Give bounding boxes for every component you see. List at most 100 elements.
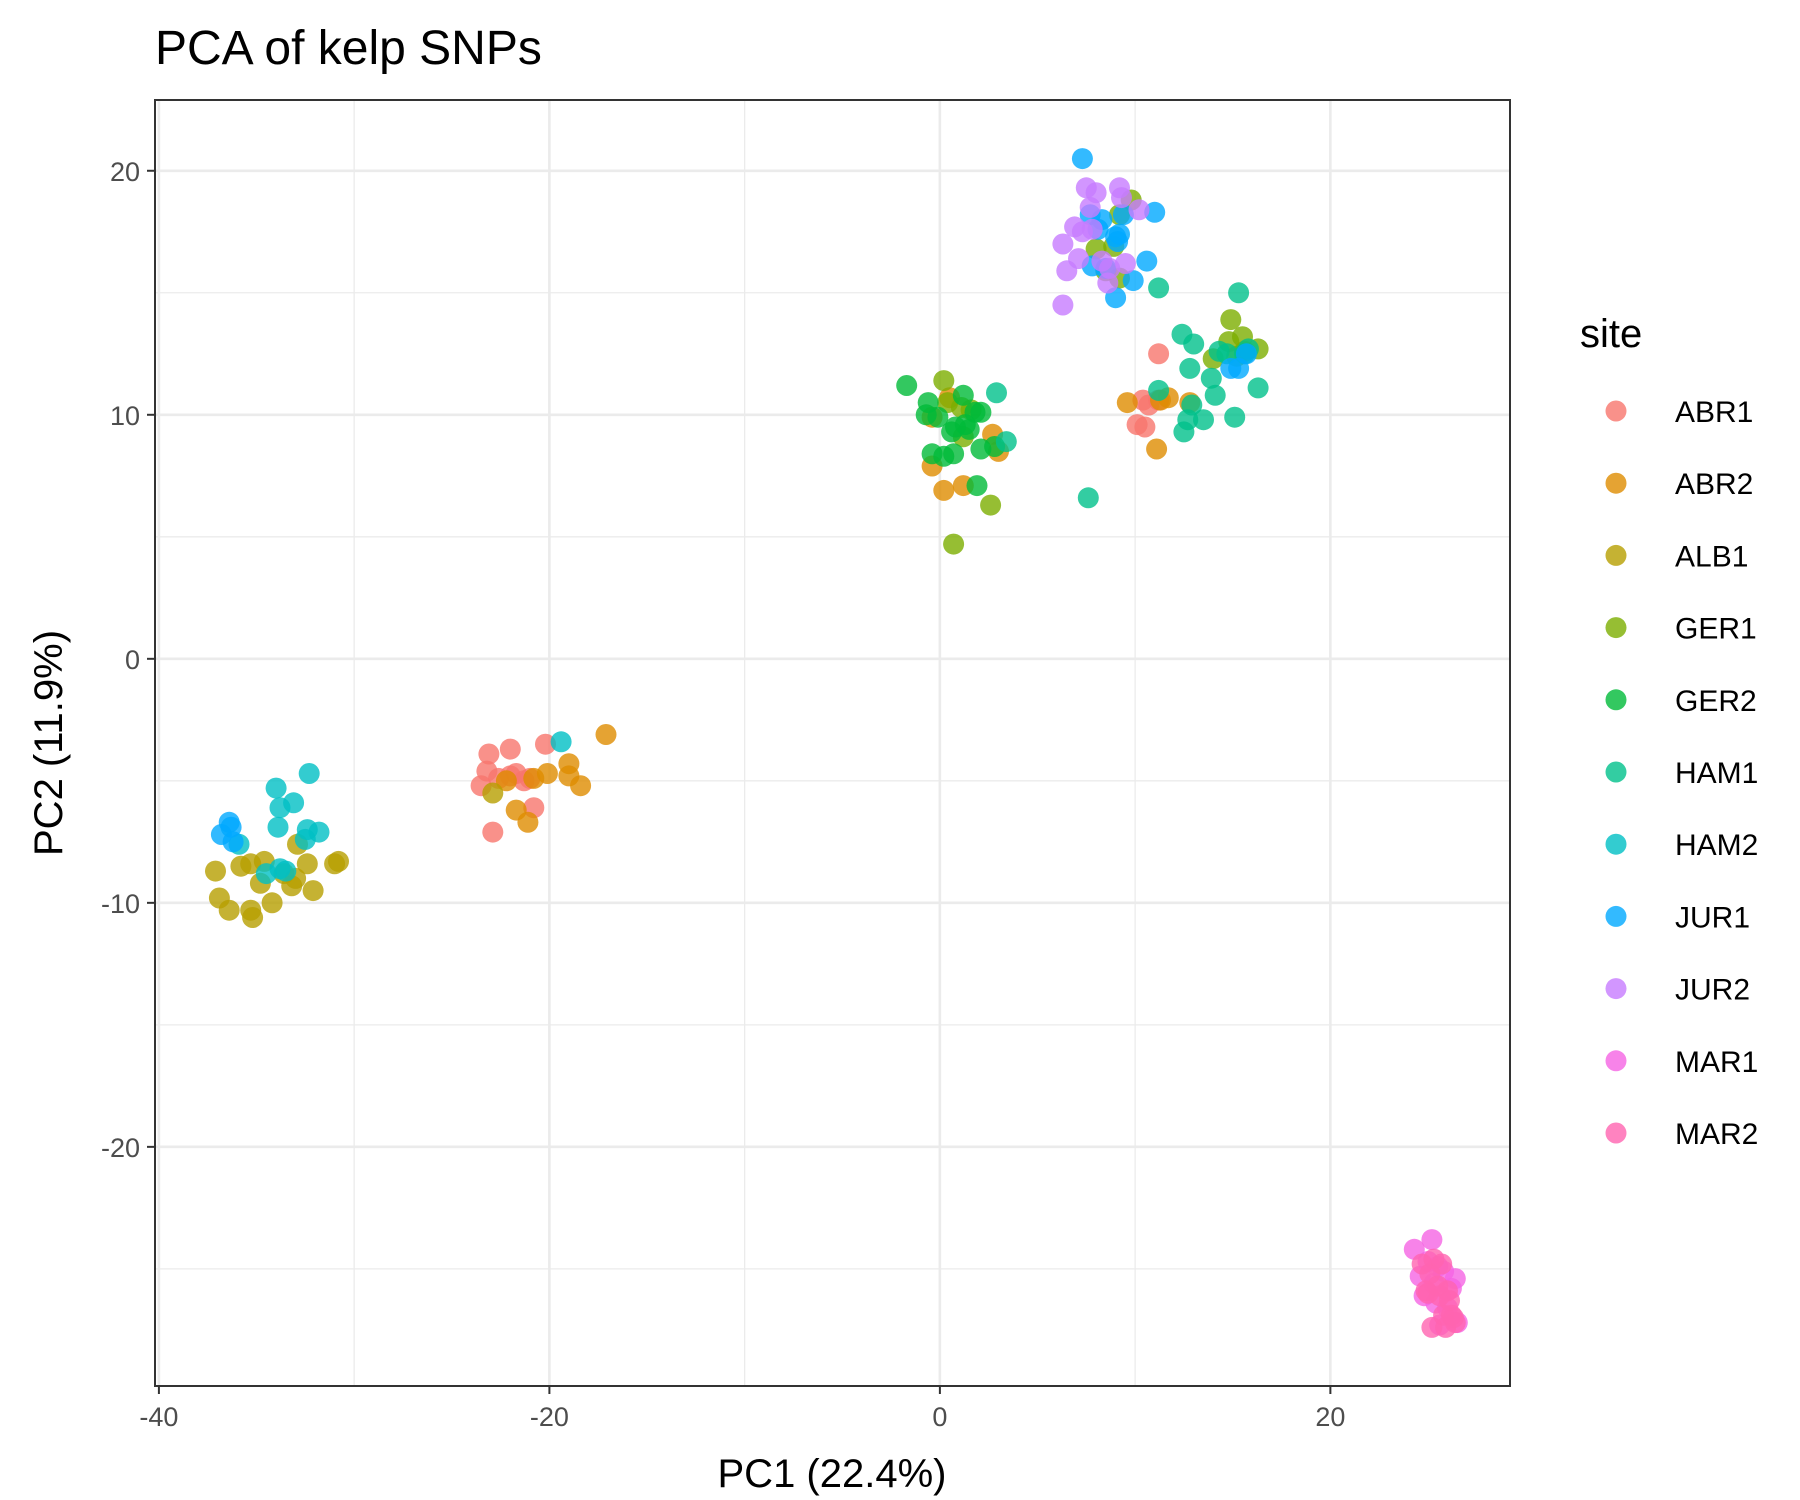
data-point <box>210 824 232 845</box>
legend-item-ALB1: ALB1 <box>1605 540 1748 573</box>
data-point <box>1183 333 1205 355</box>
data-point <box>986 382 1007 404</box>
data-point <box>205 860 226 882</box>
x-tick-label: -40 <box>139 1402 178 1432</box>
data-point <box>1144 201 1166 223</box>
y-tick-label: 10 <box>110 401 140 431</box>
x-tick-label: 20 <box>1315 1402 1345 1432</box>
data-point <box>296 853 318 875</box>
data-point <box>1052 233 1074 255</box>
data-point <box>261 892 283 914</box>
data-point <box>1220 309 1242 331</box>
legend-label: MAR2 <box>1675 1118 1758 1151</box>
legend-label: JUR1 <box>1675 901 1750 934</box>
y-tick-label: -10 <box>101 889 140 919</box>
data-point <box>1247 377 1269 399</box>
data-point <box>242 907 264 928</box>
data-point <box>1148 379 1170 401</box>
series-JUR1 <box>210 148 1257 853</box>
legend-key <box>1605 400 1627 422</box>
legend-label: JUR2 <box>1675 974 1750 1007</box>
legend-item-JUR1: JUR1 <box>1605 901 1750 934</box>
data-point <box>1085 182 1107 204</box>
x-axis-title: PC1 (22.4%) <box>718 1452 947 1496</box>
data-point <box>1052 294 1074 316</box>
legend-item-JUR2: JUR2 <box>1605 974 1750 1007</box>
data-point <box>1235 343 1257 365</box>
data-point <box>570 775 592 797</box>
legend-key <box>1605 978 1627 1000</box>
data-point <box>495 770 517 792</box>
legend-label: ABR2 <box>1675 468 1753 501</box>
data-point <box>1181 394 1203 416</box>
data-point <box>1128 199 1150 221</box>
data-point <box>1228 282 1250 304</box>
data-point <box>952 384 974 406</box>
data-point <box>1444 1312 1466 1334</box>
legend-label: MAR1 <box>1675 1046 1758 1079</box>
data-point <box>933 370 955 392</box>
legend-label: ALB1 <box>1675 540 1748 573</box>
data-point <box>1204 384 1226 406</box>
major-gridlines <box>155 100 1510 1386</box>
data-point <box>1200 367 1222 389</box>
data-points <box>205 148 1468 1338</box>
data-point <box>943 443 965 465</box>
data-point <box>1111 187 1132 209</box>
data-point <box>933 479 955 501</box>
legend-item-HAM1: HAM1 <box>1605 757 1758 790</box>
data-point <box>1421 1229 1443 1251</box>
data-point <box>328 850 349 872</box>
data-point <box>240 853 262 875</box>
legend-key <box>1605 1050 1627 1072</box>
legend-item-GER1: GER1 <box>1605 613 1757 646</box>
legend-key <box>1605 833 1627 855</box>
data-point <box>927 406 949 428</box>
data-point <box>1071 148 1093 170</box>
data-point <box>218 899 240 921</box>
legend-label: HAM1 <box>1675 757 1758 790</box>
legend-key <box>1605 761 1627 783</box>
data-point <box>1114 253 1136 274</box>
data-point <box>302 880 324 902</box>
y-tick-label: 20 <box>110 157 140 187</box>
data-point <box>595 724 617 745</box>
legend-item-HAM2: HAM2 <box>1605 829 1758 862</box>
y-tick-label: 0 <box>125 645 140 675</box>
x-tick-label: -20 <box>530 1402 569 1432</box>
data-point <box>298 763 320 784</box>
data-point <box>517 811 539 833</box>
data-point <box>896 375 918 396</box>
data-point <box>478 743 500 765</box>
legend-label: GER1 <box>1675 613 1757 646</box>
legend-label: HAM2 <box>1675 829 1758 862</box>
x-axis: -40 -20 0 20 <box>139 1386 1345 1432</box>
data-point <box>958 418 980 440</box>
data-point <box>1148 277 1170 299</box>
data-point <box>1148 343 1170 365</box>
y-axis: -20 -10 0 10 20 <box>101 157 155 1163</box>
legend-key <box>1605 472 1627 494</box>
data-point <box>482 821 504 843</box>
data-point <box>1077 487 1099 509</box>
series-GER2 <box>896 375 1006 497</box>
data-point <box>1122 270 1144 292</box>
data-point <box>1431 1253 1453 1275</box>
data-point <box>1116 392 1138 414</box>
legend-item-GER2: GER2 <box>1605 685 1757 718</box>
data-point <box>1081 218 1103 240</box>
minor-gridlines <box>155 100 1510 1386</box>
data-point <box>1068 248 1089 270</box>
data-point <box>1146 438 1168 460</box>
y-axis-title: PC2 (11.9%) <box>27 630 71 856</box>
data-point <box>265 777 287 799</box>
x-tick-label: 0 <box>932 1402 947 1432</box>
data-point <box>1224 406 1246 428</box>
legend-item-MAR1: MAR1 <box>1605 1046 1758 1079</box>
legend-key <box>1605 905 1627 927</box>
data-point <box>283 792 305 814</box>
data-point <box>943 533 965 555</box>
data-point <box>1136 250 1158 272</box>
